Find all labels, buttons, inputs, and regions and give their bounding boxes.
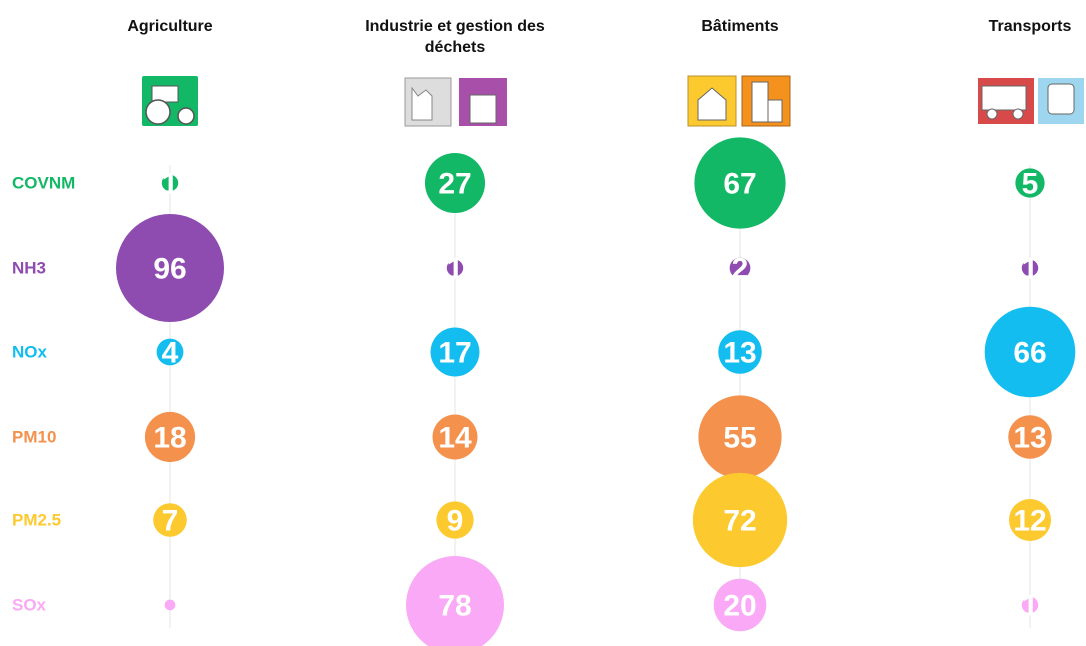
bubble	[718, 330, 762, 374]
value-label: 67	[723, 168, 756, 201]
value-label: 13	[1013, 422, 1046, 455]
value-label: 12	[1013, 505, 1046, 538]
icon-agriculture	[142, 76, 198, 126]
icon-transports	[978, 78, 1084, 124]
bubble	[406, 556, 504, 646]
column-title: Agriculture	[127, 18, 213, 35]
bubble	[161, 174, 179, 192]
icon-industry	[404, 77, 507, 127]
bubble	[729, 257, 751, 279]
value-label: 13	[723, 337, 756, 370]
bubble	[692, 472, 788, 568]
bubble	[144, 411, 196, 463]
column-title: Industrie et gestion des déchets	[365, 18, 545, 56]
value-label: 1	[1022, 590, 1039, 623]
value-label: 1	[1022, 253, 1039, 286]
value-label: 78	[438, 590, 471, 623]
value-label: 5	[1022, 168, 1039, 201]
value-label: 66	[1013, 337, 1046, 370]
column-title: Transports	[988, 18, 1072, 35]
bubble	[694, 137, 786, 229]
value-label: 17	[438, 337, 471, 370]
bubble	[713, 578, 767, 632]
value-label: 55	[723, 422, 756, 455]
bubble	[116, 214, 224, 322]
bubble	[984, 306, 1076, 398]
row-label: COVNM	[12, 174, 75, 193]
row-label: PM10	[12, 428, 56, 447]
row-label: NH3	[12, 259, 46, 278]
bubble	[1021, 596, 1039, 614]
bubble	[164, 599, 176, 611]
value-label: 1	[162, 168, 179, 201]
value-label: 14	[438, 422, 472, 455]
value-label: 9	[447, 505, 464, 538]
value-label: 72	[723, 505, 756, 538]
bubble	[1021, 259, 1039, 277]
value-label: 27	[438, 168, 471, 201]
value-label: 7	[162, 505, 179, 538]
value-label: 4	[162, 337, 179, 370]
bubble	[156, 338, 184, 366]
bubble	[1008, 415, 1052, 459]
bubble	[436, 501, 474, 539]
bubble	[153, 503, 187, 537]
value-label: 96	[153, 253, 186, 286]
value-label: 1	[447, 253, 464, 286]
bubble	[698, 395, 782, 479]
bubble	[424, 152, 486, 214]
bubble	[432, 414, 478, 460]
bubble	[1015, 168, 1045, 198]
icon-buildings	[687, 75, 791, 127]
row-label: PM2.5	[12, 511, 61, 530]
value-label: 18	[153, 422, 186, 455]
column-title: Bâtiments	[701, 18, 779, 35]
bubble	[430, 327, 480, 377]
value-label: 20	[723, 590, 756, 623]
row-label: NOx	[12, 343, 48, 362]
bubble	[446, 259, 464, 277]
bubble	[1008, 498, 1052, 542]
row-label: SOx	[12, 596, 47, 615]
value-label: 2	[732, 253, 749, 286]
